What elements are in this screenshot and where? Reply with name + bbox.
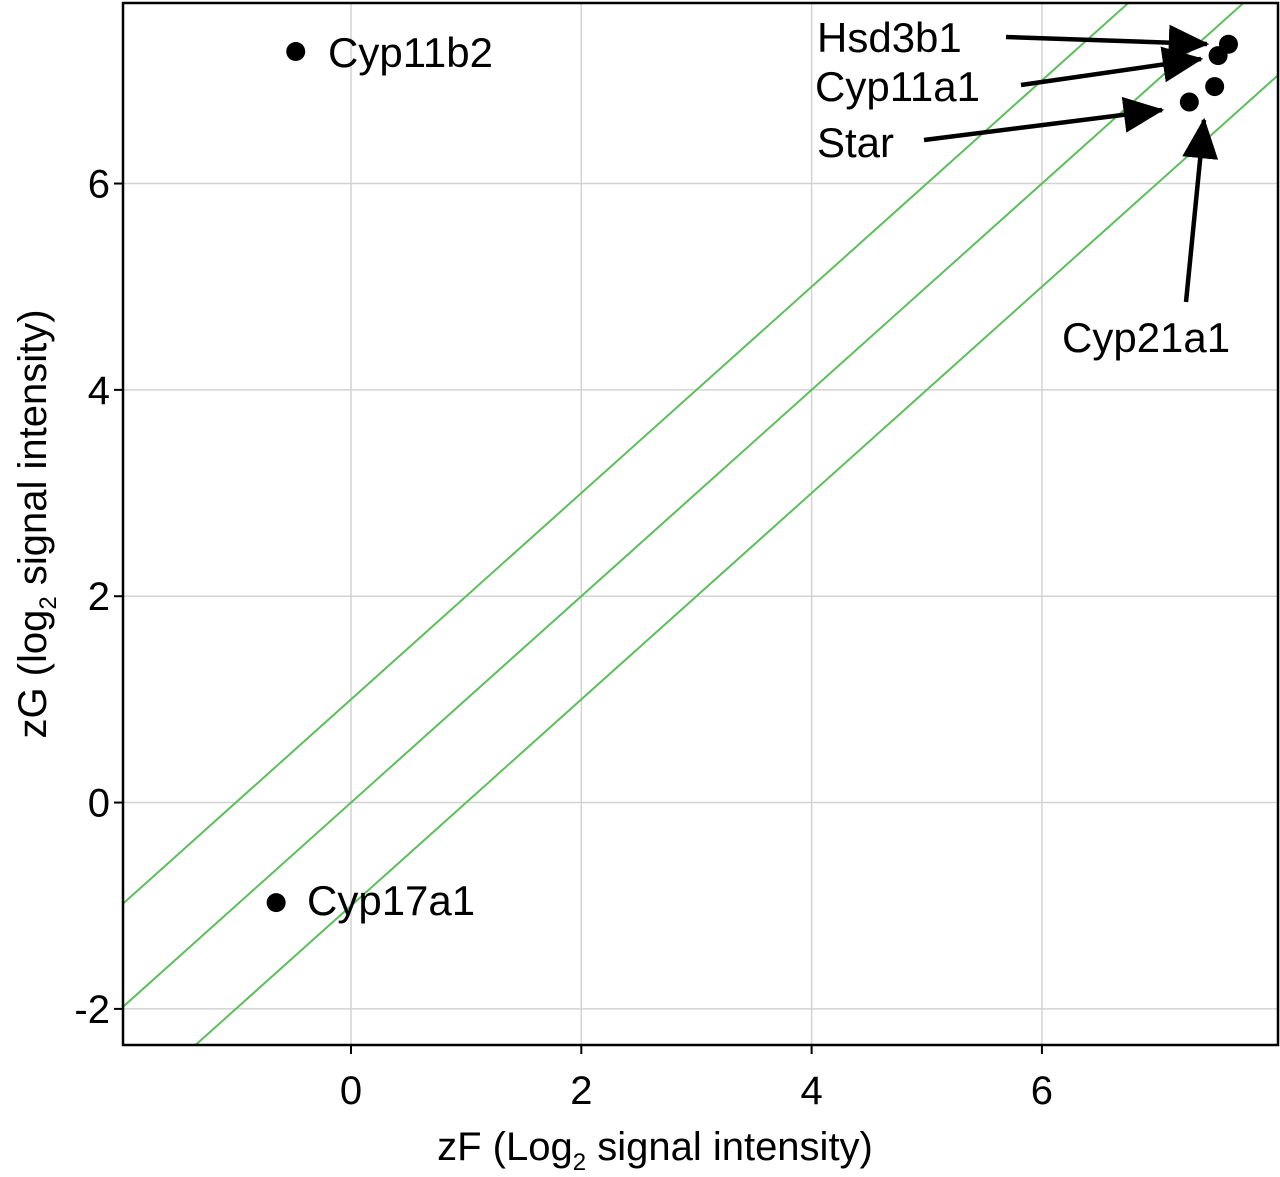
point-label: Cyp11a1: [815, 63, 980, 110]
axis-ticks: 0 2 4 6 -2 0 2 4 6: [74, 163, 1053, 1113]
data-points: [266, 34, 1238, 913]
data-point: [1205, 77, 1225, 97]
data-point: [286, 41, 306, 61]
plot-frame: [121, 1, 1280, 1047]
y-tick-label: 6: [88, 163, 110, 207]
y-axis-title: zG (log2 signal intensity): [11, 309, 62, 738]
point-label: Cyp21a1: [1062, 314, 1230, 361]
point-label: Hsd3b1: [817, 14, 962, 61]
annotation-arrow: [1182, 117, 1219, 303]
reference-line: [194, 73, 1278, 1045]
reference-lines: [123, 3, 1278, 1045]
annotation-arrow: [1005, 24, 1210, 61]
x-tick-label: 0: [340, 1069, 362, 1113]
x-tick-label: 4: [800, 1069, 822, 1113]
grid-lines: [123, 3, 1278, 1045]
annotation-arrow: [923, 96, 1165, 143]
annotation-arrow: [1020, 46, 1204, 88]
annotation-arrows: [923, 24, 1219, 303]
x-axis-title: zF (Log2 signal intensity): [437, 1125, 873, 1176]
reference-line: [123, 3, 1130, 906]
point-label: Cyp11b2: [328, 29, 493, 76]
y-tick-label: 4: [88, 369, 110, 413]
y-tick-label: 0: [88, 782, 110, 826]
y-tick-label: 2: [88, 575, 110, 619]
point-label: Cyp17a1: [307, 877, 475, 924]
data-point: [1179, 92, 1199, 112]
y-tick-label: -2: [74, 988, 110, 1032]
reference-line: [123, 3, 1245, 1009]
point-label: Star: [817, 119, 894, 166]
data-point: [266, 893, 286, 913]
x-tick-label: 6: [1031, 1069, 1053, 1113]
x-tick-label: 2: [570, 1069, 592, 1113]
data-point: [1208, 46, 1228, 66]
